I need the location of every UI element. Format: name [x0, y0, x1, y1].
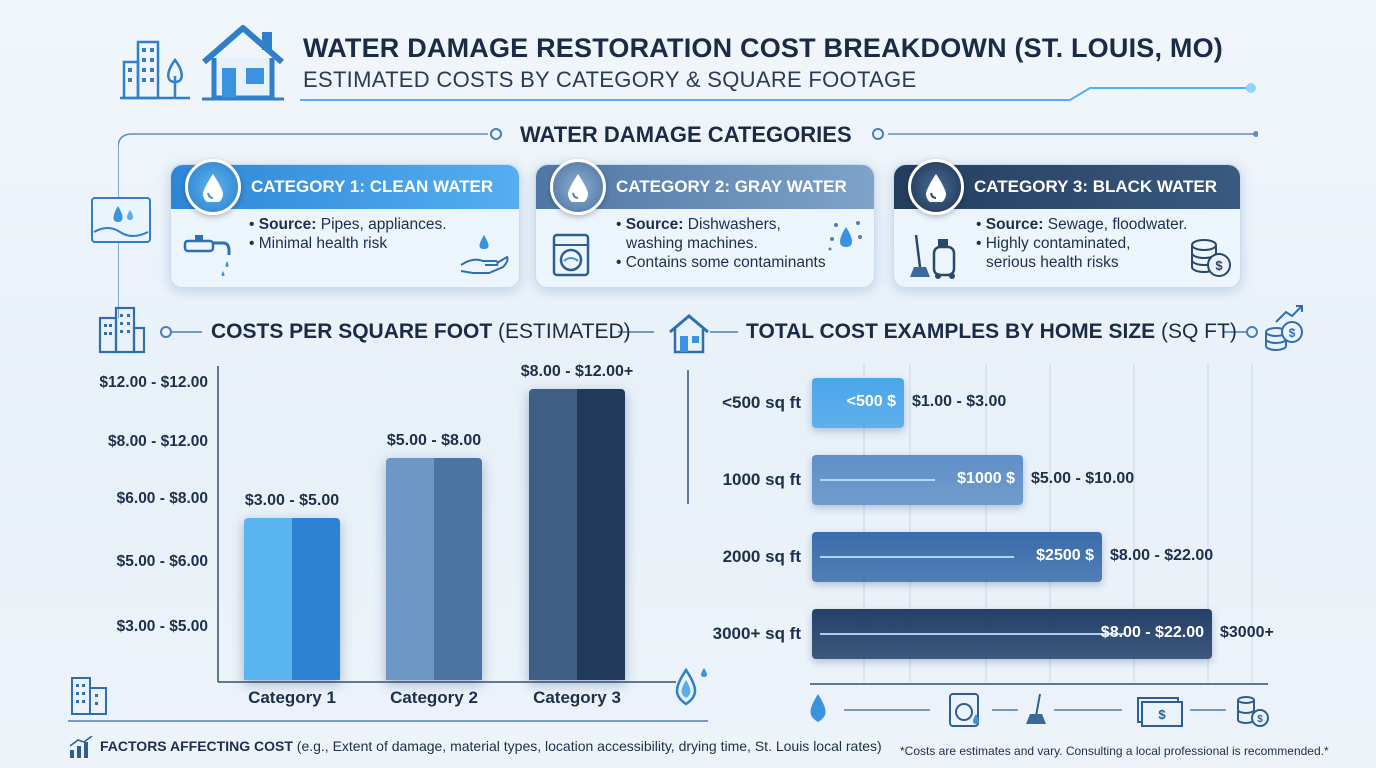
y-category-label: 2000 sq ft: [722, 547, 801, 566]
bar-category-1: [244, 518, 340, 680]
svg-text:$: $: [1158, 707, 1166, 722]
bar-category-2: [386, 458, 482, 680]
category-1-line-1: • Source: Pipes, appliances.: [249, 216, 447, 233]
cleaning-equipment-icon: [908, 231, 960, 284]
hbar-inner-label: $2500 $: [1036, 547, 1094, 564]
cash-icon: $: [1137, 697, 1183, 727]
category-2-details: • Source: Dishwashers, washing machines.…: [616, 215, 826, 272]
category-3-line-1: • Source: Sewage, floodwater.: [976, 216, 1188, 233]
hbar-inner-label: <500 $: [846, 393, 896, 410]
hbar-range-label: $8.00 - $22.00: [1110, 547, 1214, 564]
category-3-title: CATEGORY 3: BLACK WATER: [974, 177, 1218, 196]
coin-stack-icon: $: [1237, 696, 1269, 727]
factors-note: FACTORS AFFECTING COST (e.g., Extent of …: [100, 738, 882, 754]
water-drop-icon: [810, 694, 826, 722]
bar-value-label: $3.00 - $5.00: [244, 492, 340, 509]
svg-text:$: $: [1289, 326, 1296, 340]
category-1-card: CATEGORY 1: CLEAN WATER • Source: Pipes,…: [170, 159, 520, 288]
city-buildings-icon: [120, 36, 190, 105]
page-subtitle: ESTIMATED COSTS BY CATEGORY & SQUARE FOO…: [303, 67, 917, 92]
water-drop-badge-icon-3: [908, 159, 964, 215]
water-drops-decor-icon: [664, 664, 714, 717]
category-2-line-3: • Contains some contaminants: [616, 254, 826, 271]
hbar-0: [812, 378, 904, 428]
x-category-label: Category 2: [390, 688, 478, 707]
y-tick-label: $12.00 - $12.00: [99, 374, 208, 391]
y-category-label: <500 sq ft: [722, 393, 801, 412]
category-2-card: CATEGORY 2: GRAY WATER • Source: Dishwas…: [535, 159, 875, 288]
hbar-range-label: $5.00 - $10.00: [1031, 470, 1135, 487]
x-category-label: Category 1: [248, 688, 336, 707]
category-1-details: • Source: Pipes, appliances. • Minimal h…: [249, 215, 447, 253]
category-1-line-2: • Minimal health risk: [249, 235, 388, 252]
page-title: WATER DAMAGE RESTORATION COST BREAKDOWN …: [303, 33, 1223, 63]
hbar-glow-line: [820, 556, 1014, 558]
water-glass-icon: [90, 196, 152, 253]
chart-growth-icon: [68, 735, 94, 763]
bar-value-label: $8.00 - $12.00+: [520, 363, 634, 380]
x-category-label: Category 3: [533, 688, 621, 707]
y-category-label: 3000+ sq ft: [712, 624, 801, 643]
y-tick-label: $3.00 - $5.00: [116, 618, 208, 635]
money-growth-icon: $: [1262, 302, 1308, 357]
water-drops-icon: [826, 215, 866, 260]
hbar-glow-line: [820, 479, 935, 481]
hbar-inner-label: $8.00 - $22.00: [1100, 624, 1204, 641]
left-heading-lines: [160, 326, 654, 338]
hbar-range-label: $1.00 - $3.00: [912, 393, 1007, 410]
hand-water-icon: [459, 231, 509, 282]
y-category-label: 1000 sq ft: [722, 470, 801, 489]
y-tick-label: $5.00 - $6.00: [116, 553, 208, 570]
water-drop-badge-icon-2: [550, 159, 606, 215]
water-drop-badge-icon: [185, 159, 241, 215]
header-underline: [300, 83, 1256, 101]
category-2-line-1: • Source: Dishwashers,: [616, 216, 781, 233]
category-2-title: CATEGORY 2: GRAY WATER: [616, 177, 847, 196]
right-heading-lines: [710, 326, 1258, 338]
y-tick-label: $8.00 - $12.00: [108, 433, 208, 450]
category-3-line-2: • Highly contaminated,: [976, 235, 1131, 252]
left-chart-heading: COSTS PER SQUARE FOOT (ESTIMATED): [211, 320, 631, 343]
washing-machine-icon: [552, 233, 592, 282]
footer-divider: [68, 720, 708, 722]
washing-machine-small-icon: [949, 693, 979, 727]
category-1-title: CATEGORY 1: CLEAN WATER: [251, 177, 494, 196]
faucet-icon: [183, 231, 233, 282]
disclaimer: *Costs are estimates and vary. Consultin…: [900, 744, 1329, 758]
bottom-icon-row: $ $: [810, 693, 1269, 727]
categories-heading: WATER DAMAGE CATEGORIES: [520, 122, 852, 147]
category-3-details: • Source: Sewage, floodwater. • Highly c…: [976, 215, 1187, 272]
y-tick-label: $6.00 - $8.00: [116, 490, 208, 507]
svg-text:$: $: [1257, 714, 1263, 725]
hbar-range-label: $3000+: [1220, 624, 1274, 641]
right-chart-heading: TOTAL COST EXAMPLES BY HOME SIZE (SQ FT): [746, 320, 1237, 343]
small-house-icon: [666, 312, 712, 359]
coins-icon: $: [1188, 237, 1232, 284]
bar-value-label: $5.00 - $8.00: [386, 432, 482, 449]
left-chart-axes: [217, 366, 676, 683]
buildings-icon: [96, 306, 146, 359]
broom-icon: [1026, 693, 1046, 724]
bar-category-3: [529, 389, 625, 680]
hbar-glow-line: [820, 633, 1124, 635]
svg-text:$: $: [1215, 258, 1223, 273]
house-icon: [198, 22, 288, 107]
categories-frame-lines: [118, 128, 1258, 318]
category-3-card: CATEGORY 3: BLACK WATER • Source: Sewage…: [893, 159, 1241, 288]
building-decor-icon: [68, 668, 112, 721]
category-3-line-3: serious health risks: [986, 254, 1119, 271]
hbar-inner-label: $1000 $: [957, 470, 1015, 487]
category-2-line-2: washing machines.: [626, 235, 758, 252]
